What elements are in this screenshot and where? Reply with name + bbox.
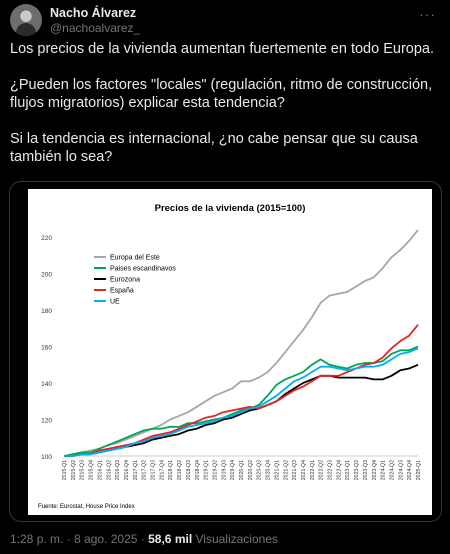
tweet-media[interactable]: Precios de la vivienda (2015=100) 100 120 1… <box>9 181 442 522</box>
x-tick-label: 2017-Q4 <box>159 460 165 480</box>
y-tick-label: 180 <box>41 308 52 315</box>
x-tick-label: 2022-Q4 <box>336 460 342 480</box>
x-tick-label: 2020-Q4 <box>266 460 272 480</box>
y-tick-label: 220 <box>41 235 52 242</box>
chart-source: Fuente: Eurostat, House Price Index <box>38 504 135 510</box>
x-tick-label: 2019-Q3 <box>221 460 227 480</box>
author-handle[interactable]: @nachoalvarez_ <box>50 21 141 35</box>
tweet-text: Los precios de la vivienda aumentan fuer… <box>10 40 440 184</box>
x-tick-label: 2018-Q1 <box>168 460 174 480</box>
x-tick-label: 2023-Q4 <box>372 460 378 480</box>
y-tick-label: 120 <box>41 418 52 425</box>
x-tick-label: 2015-Q1 <box>62 460 68 480</box>
avatar[interactable] <box>10 4 42 36</box>
tweet-meta: 1:28 p. m. · 8 ago. 2025 · 58,6 mil Visu… <box>10 532 278 546</box>
x-tick-label: 2016-Q3 <box>115 460 121 480</box>
legend-label: Europa del Este <box>110 255 160 262</box>
x-tick-label: 2020-Q1 <box>239 460 245 480</box>
x-tick-label: 2025-Q1 <box>416 460 422 480</box>
x-tick-label: 2015-Q3 <box>80 460 86 480</box>
meta-separator: · <box>137 532 149 546</box>
chart-title: Precios de la vivienda (2015=100) <box>155 203 306 214</box>
x-tick-label: 2015-Q4 <box>89 460 95 480</box>
x-tick-label: 2021-Q3 <box>292 460 298 480</box>
x-tick-label: 2021-Q1 <box>274 460 280 480</box>
x-tick-label: 2023-Q1 <box>345 460 351 480</box>
tweet-time[interactable]: 1:28 p. m. <box>10 532 64 546</box>
meta-separator: · <box>63 532 75 546</box>
legend-label: España <box>110 288 134 295</box>
x-tick-label: 2021-Q4 <box>301 460 307 480</box>
tweet-paragraph-2: ¿Pueden los factores "locales" (regulaci… <box>10 77 437 111</box>
x-tick-label: 2024-Q4 <box>407 460 413 480</box>
y-tick-label: 200 <box>41 272 52 279</box>
x-tick-label: 2024-Q3 <box>398 460 404 480</box>
tweet-date[interactable]: 8 ago. 2025 <box>74 532 138 546</box>
x-tick-label: 2020-Q3 <box>257 460 263 480</box>
y-tick-label: 140 <box>41 381 52 388</box>
x-tick-label: 2022-Q3 <box>328 460 334 480</box>
x-tick-label: 2024-Q2 <box>389 460 395 480</box>
views-count: 58,6 mil <box>148 532 193 546</box>
series-line <box>63 229 419 457</box>
x-tick-label: 2018-Q2 <box>177 460 183 480</box>
x-tick-label: 2018-Q4 <box>195 460 201 480</box>
x-tick-label: 2022-Q2 <box>319 460 325 480</box>
line-chart: Precios de la vivienda (2015=100) 100 120 1… <box>38 203 422 510</box>
x-tick-label: 2017-Q3 <box>151 460 157 480</box>
x-tick-label: 2019-Q1 <box>204 460 210 480</box>
x-tick-label: 2016-Q4 <box>124 460 130 480</box>
chart-image: Precios de la vivienda (2015=100) 100 120 1… <box>28 189 432 515</box>
x-tick-label: 2023-Q2 <box>354 460 360 480</box>
x-tick-label: 2016-Q1 <box>97 460 103 480</box>
x-tick-label: 2016-Q2 <box>106 460 112 480</box>
x-tick-label: 2021-Q2 <box>283 460 289 480</box>
series-line <box>64 347 419 457</box>
views-label: Visualizaciones <box>195 532 279 546</box>
x-tick-label: 2018-Q3 <box>186 460 192 480</box>
more-dots-icon[interactable]: ··· <box>419 6 436 22</box>
x-tick-label: 2022-Q1 <box>310 460 316 480</box>
y-tick-label: 160 <box>41 345 52 352</box>
series-line <box>63 345 419 457</box>
x-tick-label: 2024-Q1 <box>381 460 387 480</box>
x-tick-label: 2015-Q2 <box>71 460 77 480</box>
x-tick-label: 2017-Q1 <box>133 460 139 480</box>
legend-label: UE <box>110 299 120 306</box>
author-name[interactable]: Nacho Álvarez <box>50 6 137 20</box>
x-tick-label: 2019-Q2 <box>212 460 218 480</box>
x-tick-label: 2017-Q2 <box>142 460 148 480</box>
y-tick-label: 100 <box>41 454 52 461</box>
legend-label: Paises escandinavos <box>110 266 176 273</box>
x-tick-label: 2023-Q3 <box>363 460 369 480</box>
series-line <box>64 324 419 457</box>
tweet-paragraph-3: Si la tendencia es internacional, ¿no ca… <box>10 131 422 165</box>
tweet-header: Nacho Álvarez @nachoalvarez_ ··· <box>10 4 440 36</box>
legend-label: Eurozona <box>110 277 140 284</box>
tweet-paragraph-1: Los precios de la vivienda aumentan fuer… <box>10 41 434 57</box>
x-tick-label: 2019-Q4 <box>230 460 236 480</box>
x-tick-label: 2020-Q2 <box>248 460 254 480</box>
